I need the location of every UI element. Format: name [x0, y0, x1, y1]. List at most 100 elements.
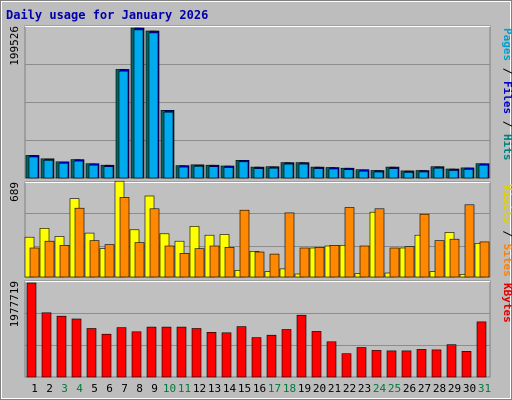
bar-pages-day-25	[388, 168, 399, 179]
bar-kbytes-day-26	[401, 350, 412, 378]
bar-pages-day-28	[433, 167, 444, 179]
bar-pages-day-9	[148, 32, 159, 179]
day-label-16: 16	[253, 382, 266, 395]
bar-sites-day-15	[239, 209, 250, 278]
bar-kbytes-day-21	[326, 341, 337, 378]
bar-kbytes-day-20	[311, 331, 322, 378]
bar-sites-day-9	[149, 208, 160, 278]
day-label-19: 19	[298, 382, 311, 395]
bar-sites-day-14	[224, 247, 235, 278]
bar-kbytes-day-18	[281, 329, 292, 378]
bar-pages-day-27	[418, 171, 429, 179]
bar-pages-day-26	[403, 172, 414, 179]
panel-series-labels: KBytes	[501, 283, 512, 323]
panel-series-labels: Visits / Sites	[501, 184, 512, 277]
bar-pages-day-18	[283, 163, 294, 179]
day-label-7: 7	[121, 382, 128, 395]
day-label-3: 3	[61, 382, 68, 395]
day-label-21: 21	[328, 382, 341, 395]
day-label-10: 10	[163, 382, 176, 395]
bar-sites-day-1	[29, 247, 40, 278]
day-label-13: 13	[208, 382, 221, 395]
bar-sites-day-18	[284, 212, 295, 278]
bar-sites-day-8	[134, 242, 145, 278]
series-label: Sites	[501, 244, 512, 277]
day-label-4: 4	[76, 382, 83, 395]
bar-sites-day-26	[404, 246, 415, 278]
bar-pages-day-11	[178, 166, 189, 179]
bar-kbytes-day-27	[416, 349, 427, 378]
bar-kbytes-day-9	[146, 326, 157, 378]
day-axis: 1 2 3 4 5 6 7 8 9 10 11 12 13 14 15 16 17 18 19 20 21 22 23 24 2…	[31, 382, 491, 395]
panel-max-label: 689	[8, 182, 21, 202]
bar-kbytes-day-12	[191, 328, 202, 378]
bar-sites-day-7	[119, 197, 130, 278]
series-label: Files	[501, 81, 512, 114]
bar-pages-day-8	[133, 29, 144, 179]
day-label-29: 29	[448, 382, 461, 395]
bar-sites-day-16	[254, 251, 265, 278]
day-label-30: 30	[463, 382, 476, 395]
bar-sites-day-28	[434, 240, 445, 278]
bar-kbytes-day-11	[176, 326, 187, 378]
bar-kbytes-day-24	[371, 350, 382, 378]
bar-sites-day-17	[269, 253, 280, 278]
bar-pages-day-16	[253, 168, 264, 179]
bar-pages-day-24	[373, 171, 384, 179]
bar-pages-day-23	[358, 170, 369, 179]
day-label-18: 18	[283, 382, 296, 395]
bar-sites-day-13	[209, 245, 220, 278]
bar-sites-day-5	[89, 240, 100, 278]
bar-pages-day-14	[223, 167, 234, 179]
bar-kbytes-day-22	[341, 353, 352, 378]
bar-pages-day-5	[88, 164, 99, 179]
bar-kbytes-day-10	[161, 326, 172, 378]
bar-sites-day-24	[374, 208, 385, 278]
bar-kbytes-day-8	[131, 331, 142, 378]
day-label-24: 24	[373, 382, 387, 395]
bar-pages-day-4	[73, 160, 84, 179]
bar-sites-day-25	[389, 247, 400, 278]
series-label: Pages	[501, 28, 512, 61]
day-label-25: 25	[388, 382, 401, 395]
bar-sites-day-6	[104, 244, 115, 278]
bar-pages-day-13	[208, 166, 219, 179]
bar-kbytes-day-19	[296, 314, 307, 378]
bar-pages-day-3	[58, 163, 69, 179]
bar-sites-day-10	[164, 245, 175, 278]
panel-series-labels: Pages / Files / Hits	[501, 28, 512, 161]
series-label: KBytes	[501, 283, 512, 323]
bar-pages-day-30	[463, 169, 474, 179]
bar-kbytes-day-1	[26, 282, 37, 378]
panel-pages-files-hits: 199526 Pages / Files / Hits	[8, 25, 512, 179]
day-label-28: 28	[433, 382, 446, 395]
day-label-5: 5	[91, 382, 98, 395]
bar-pages-day-17	[268, 167, 279, 179]
panel-visits-sites: 689 Visits / Sites	[8, 180, 512, 278]
bar-kbytes-day-2	[41, 312, 52, 378]
bar-pages-day-1	[28, 156, 39, 179]
day-label-9: 9	[151, 382, 158, 395]
bar-kbytes-day-16	[251, 337, 262, 378]
bar-kbytes-day-13	[206, 331, 217, 378]
bar-sites-day-2	[44, 240, 55, 278]
bar-kbytes-day-30	[461, 350, 472, 378]
bar-pages-day-15	[238, 161, 249, 179]
bar-kbytes-day-17	[266, 334, 277, 378]
chart-title: Daily usage for January 2026	[6, 8, 208, 22]
bar-kbytes-day-4	[71, 318, 82, 378]
series-label: Visits	[501, 184, 512, 224]
day-label-26: 26	[403, 382, 416, 395]
bar-kbytes-day-15	[236, 326, 247, 378]
panel-max-label: 1977719	[8, 281, 21, 327]
day-label-22: 22	[343, 382, 356, 395]
day-label-20: 20	[313, 382, 326, 395]
panel-kbytes: 1977719 KBytes	[8, 280, 512, 378]
bar-kbytes-day-23	[356, 347, 367, 378]
label-separator: /	[501, 61, 512, 81]
bar-sites-day-12	[194, 248, 205, 278]
bar-pages-day-7	[118, 70, 129, 179]
bar-kbytes-day-14	[221, 332, 232, 378]
